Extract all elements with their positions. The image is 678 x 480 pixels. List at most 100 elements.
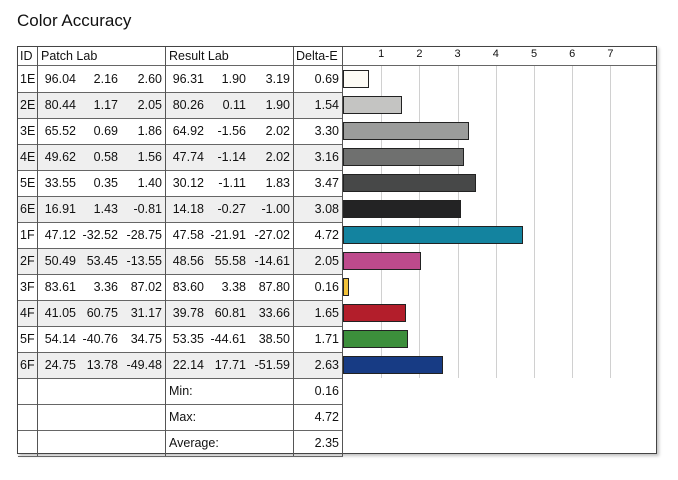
row-divider	[18, 352, 343, 353]
row-divider	[18, 404, 343, 405]
result-lab-value: 3.19	[265, 72, 290, 86]
row-divider	[18, 248, 343, 249]
patch-lab-value: 1.17	[93, 98, 118, 112]
bar-4e	[343, 148, 464, 166]
result-lab-value: -51.59	[254, 358, 290, 372]
patch-lab-value: -40.76	[82, 332, 118, 346]
row-divider	[18, 222, 343, 223]
bar-3f	[343, 278, 350, 296]
gridline	[381, 66, 383, 378]
bar-4f	[343, 304, 407, 322]
patch-lab-value: 31.17	[130, 306, 162, 320]
patch-lab-value: 0.35	[93, 176, 118, 190]
patch-lab-value: 13.78	[86, 358, 118, 372]
result-lab-value: -1.00	[261, 202, 291, 216]
result-lab-value: 47.74	[172, 150, 204, 164]
summary-label: Max:	[169, 410, 197, 424]
bar-1e	[343, 70, 370, 88]
row-divider	[18, 326, 343, 327]
patch-lab-value: 54.14	[44, 332, 76, 346]
result-lab-value: 2.02	[265, 150, 290, 164]
patch-lab-value: 24.75	[44, 358, 76, 372]
patch-lab-value: -13.55	[126, 254, 162, 268]
row-shade	[18, 300, 343, 326]
x-tick-label: 5	[530, 48, 538, 60]
summary-label: Min:	[169, 384, 193, 398]
patch-lab-value: 1.40	[137, 176, 162, 190]
patch-lab-value: 2.05	[137, 98, 162, 112]
patch-lab-value: 33.55	[44, 176, 76, 190]
patch-lab-value: 65.52	[44, 124, 76, 138]
chart-title: Color Accuracy	[17, 11, 132, 30]
patch-lab-value: 16.91	[44, 202, 76, 216]
row-id: 5F	[20, 332, 35, 346]
header-id: ID	[20, 49, 33, 63]
delta-e-value: 3.47	[314, 176, 339, 190]
result-lab-value: 60.81	[214, 306, 246, 320]
row-id: 2F	[20, 254, 35, 268]
result-lab-value: 0.11	[222, 98, 246, 112]
result-lab-value: 1.83	[265, 176, 290, 190]
row-divider	[18, 92, 343, 93]
gridline	[572, 66, 574, 378]
result-lab-value: 1.90	[265, 98, 290, 112]
patch-lab-value: -28.75	[126, 228, 162, 242]
result-lab-value: 53.35	[172, 332, 204, 346]
patch-lab-value: 1.86	[137, 124, 162, 138]
row-divider	[18, 456, 343, 457]
summary-value: 4.72	[314, 410, 339, 424]
result-lab-value: 3.38	[221, 280, 246, 294]
patch-lab-value: 41.05	[44, 306, 76, 320]
delta-e-value: 1.71	[314, 332, 339, 346]
result-lab-value: 22.14	[172, 358, 204, 372]
row-divider	[18, 300, 343, 301]
result-lab-value: 47.58	[172, 228, 204, 242]
delta-e-value: 3.08	[314, 202, 339, 216]
x-tick-label: 2	[416, 48, 423, 60]
row-id: 3F	[20, 280, 35, 294]
result-lab-value: 80.26	[172, 98, 204, 112]
header-delta-e: Delta-E	[296, 49, 338, 63]
result-lab-value: 83.60	[172, 280, 204, 294]
gridline	[495, 66, 497, 378]
gridline	[419, 66, 421, 378]
patch-lab-value: 53.45	[86, 254, 118, 268]
result-lab-value: 2.02	[265, 124, 290, 138]
patch-lab-value: 47.12	[44, 228, 76, 242]
result-lab-value: -44.61	[210, 332, 246, 346]
result-lab-value: 39.78	[172, 306, 204, 320]
patch-lab-value: 3.36	[93, 280, 118, 294]
delta-e-value: 3.30	[314, 124, 339, 138]
gridline	[534, 66, 535, 378]
result-lab-value: -21.91	[210, 228, 246, 242]
bar-2e	[343, 96, 402, 114]
result-lab-value: 48.56	[172, 254, 204, 268]
result-lab-value: 33.66	[258, 306, 290, 320]
delta-e-value: 4.72	[314, 228, 339, 242]
result-lab-value: 38.50	[258, 332, 290, 346]
row-divider	[18, 118, 343, 119]
result-lab-value: 64.92	[172, 124, 204, 138]
bar-5e	[343, 174, 476, 192]
result-lab-value: 30.12	[172, 176, 204, 190]
row-id: 6E	[20, 202, 36, 216]
patch-lab-value: 0.58	[93, 150, 118, 164]
result-lab-value: 17.71	[214, 358, 246, 372]
result-lab-value: -1.11	[218, 176, 246, 190]
patch-lab-value: -0.81	[133, 202, 163, 216]
row-id: 1E	[20, 72, 36, 86]
row-id: 6F	[20, 358, 35, 372]
patch-lab-value: 60.75	[86, 306, 118, 320]
result-lab-value: 87.80	[258, 280, 290, 294]
gridline	[610, 66, 612, 378]
bar-1f	[343, 226, 524, 244]
row-id: 2E	[20, 98, 36, 112]
patch-lab-value: 0.69	[93, 124, 118, 138]
row-shade	[18, 144, 343, 170]
patch-lab-value: -49.48	[126, 358, 162, 372]
bar-3e	[343, 122, 470, 140]
patch-lab-value: 96.04	[44, 72, 76, 86]
bar-5f	[343, 330, 409, 348]
x-tick-label: 1	[378, 48, 385, 60]
patch-lab-value: 87.02	[130, 280, 162, 294]
